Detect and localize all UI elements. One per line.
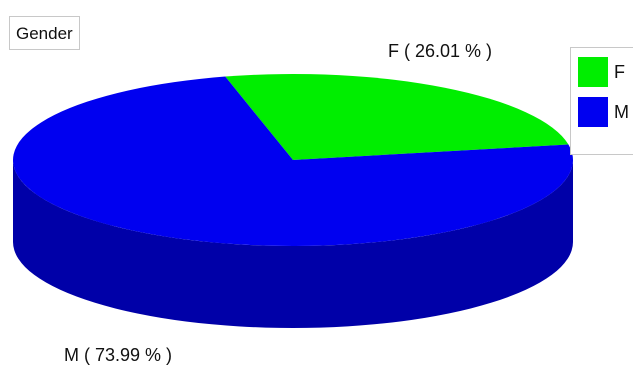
slice-label-f: F ( 26.01 % ) — [388, 41, 493, 61]
pie-top-layer — [12, 74, 573, 246]
legend-label-f: F — [614, 62, 625, 82]
pie-side-layer — [13, 160, 573, 328]
pie-slice-m — [12, 76, 573, 246]
legend-swatch-m — [578, 97, 608, 127]
legend: F M — [570, 47, 633, 155]
legend-label-m: M — [614, 102, 629, 122]
pie-side-m — [13, 160, 573, 328]
legend-item-f: F — [578, 57, 633, 87]
slice-label-m: M ( 73.99 % ) — [64, 345, 173, 365]
chart-title: Gender — [9, 16, 80, 50]
legend-item-m: M — [578, 97, 633, 127]
legend-swatch-f — [578, 57, 608, 87]
pie-slice-f — [225, 74, 569, 160]
